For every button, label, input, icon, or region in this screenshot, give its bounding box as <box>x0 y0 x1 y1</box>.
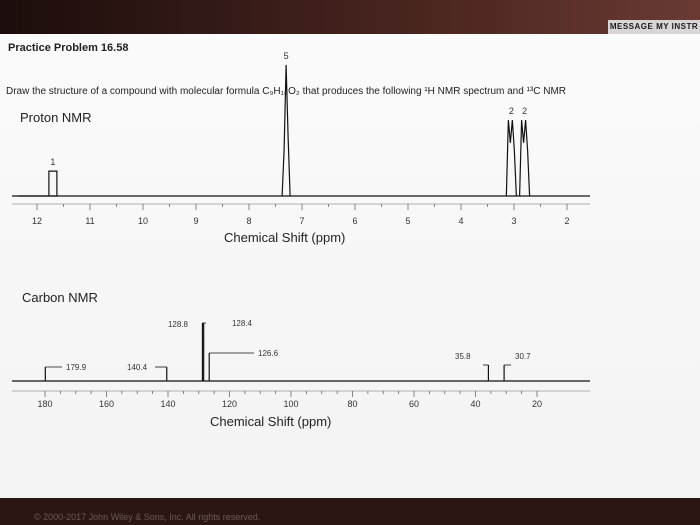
proton-tick-label: 4 <box>458 216 463 226</box>
copyright-text: © 2000-2017 John Wiley & Sons, Inc. All … <box>34 512 261 522</box>
carbon-peak-label: 179.9 <box>66 363 87 372</box>
proton-tick-label: 10 <box>138 216 148 226</box>
proton-tick-label: 11 <box>85 216 94 226</box>
carbon-peak-label: 126.6 <box>258 349 279 358</box>
proton-integration-label: 1 <box>50 157 55 167</box>
carbon-spectrum: 180 160 140 120 100 80 60 40 20 179.9 140.4 128.8 12… <box>12 319 590 409</box>
top-bar: MESSAGE MY INSTR <box>0 0 700 34</box>
proton-tick-label: 5 <box>405 216 410 226</box>
carbon-peak-label: 128.8 <box>168 320 189 329</box>
proton-peak <box>519 120 531 197</box>
carbon-tick-label: 40 <box>470 399 480 409</box>
carbon-x-axis-label: Chemical Shift (ppm) <box>210 414 332 429</box>
proton-peak <box>505 120 517 197</box>
carbon-peak-label: 140.4 <box>127 363 148 372</box>
bottom-bar: © 2000-2017 John Wiley & Sons, Inc. All … <box>0 498 700 525</box>
carbon-tick-label: 180 <box>37 399 52 409</box>
carbon-peak-label: 35.8 <box>455 352 471 361</box>
carbon-tick-label: 60 <box>409 399 419 409</box>
proton-tick-label: 8 <box>246 216 251 226</box>
proton-tick-label: 12 <box>32 216 42 226</box>
message-instructor-button[interactable]: MESSAGE MY INSTR <box>608 20 700 34</box>
carbon-tick-label: 160 <box>99 399 114 409</box>
carbon-tick-label: 80 <box>347 399 357 409</box>
carbon-peak-label: 30.7 <box>515 352 531 361</box>
problem-page <box>0 34 700 498</box>
proton-peak <box>281 64 291 197</box>
proton-peak <box>17 170 58 197</box>
proton-tick-label: 7 <box>299 216 304 226</box>
carbon-peak-label: 128.4 <box>232 319 253 328</box>
proton-integration-label: 2 <box>522 106 527 116</box>
problem-title: Practice Problem 16.58 <box>8 42 129 54</box>
carbon-tick-label: 120 <box>222 399 237 409</box>
proton-tick-label: 3 <box>511 216 516 226</box>
proton-integration-label: 5 <box>284 51 289 61</box>
carbon-nmr-label: Carbon NMR <box>22 290 98 305</box>
carbon-tick-label: 20 <box>532 399 542 409</box>
proton-integration-label: 2 <box>509 106 514 116</box>
proton-tick-label: 6 <box>352 216 357 226</box>
proton-x-axis-label: Chemical Shift (ppm) <box>224 230 346 245</box>
proton-nmr-label: Proton NMR <box>20 110 92 125</box>
carbon-tick-label: 140 <box>160 399 175 409</box>
proton-tick-label: 9 <box>193 216 198 226</box>
proton-tick-label: 2 <box>564 216 569 226</box>
carbon-tick-label: 100 <box>283 399 298 409</box>
